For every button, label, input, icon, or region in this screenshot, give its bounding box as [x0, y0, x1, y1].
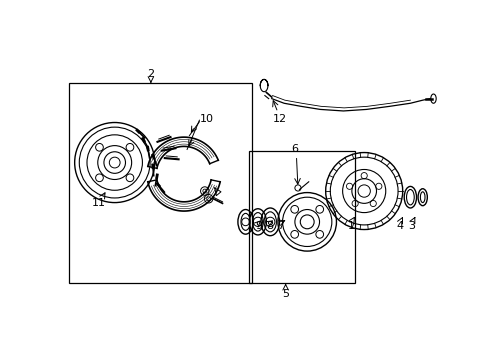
- Text: 3: 3: [407, 221, 415, 231]
- Text: 8: 8: [266, 221, 273, 231]
- Text: 7: 7: [277, 221, 284, 231]
- Bar: [248, 151, 354, 283]
- Text: 9: 9: [255, 221, 262, 231]
- Text: 2: 2: [147, 69, 154, 79]
- Bar: [68, 83, 251, 283]
- Text: 10: 10: [200, 114, 214, 123]
- Text: 11: 11: [92, 198, 106, 208]
- Text: 1: 1: [347, 221, 354, 231]
- Text: 12: 12: [272, 114, 286, 123]
- Text: 5: 5: [282, 289, 288, 299]
- Text: 6: 6: [291, 144, 298, 154]
- Text: 4: 4: [395, 221, 402, 231]
